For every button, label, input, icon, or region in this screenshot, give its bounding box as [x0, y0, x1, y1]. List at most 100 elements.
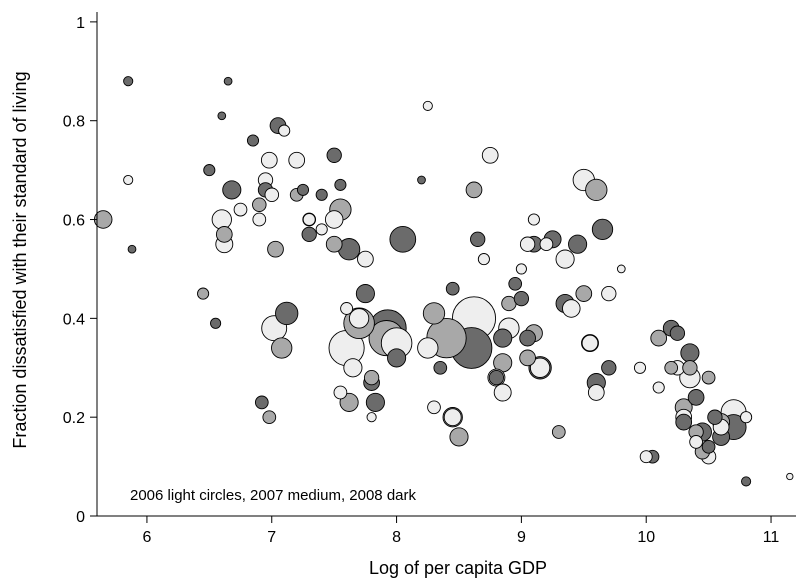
bubble-2008: [591, 218, 614, 241]
bubble-2006: [519, 236, 536, 252]
bubble-2006: [786, 472, 794, 481]
bubble-2006: [477, 253, 490, 266]
bubble-2007: [262, 410, 277, 425]
x-tick-label: 7: [267, 529, 276, 546]
bubble-2006: [427, 400, 441, 415]
bubble-2008: [701, 439, 716, 454]
bubble-2008: [433, 360, 448, 375]
bubble-2007: [551, 425, 566, 439]
bubble-2008: [687, 389, 705, 406]
bubble-2006: [252, 212, 267, 227]
bubble-2008: [513, 290, 530, 307]
bubble-2008: [470, 231, 486, 247]
y-tick-label: 0: [76, 509, 85, 526]
series-note: 2006 light circles, 2007 medium, 2008 da…: [130, 487, 416, 504]
bubble-2007: [267, 240, 284, 258]
x-tick-label: 11: [763, 529, 780, 546]
bubble-2008: [315, 188, 328, 201]
bubble-2007: [465, 181, 483, 199]
bubble-2007: [271, 337, 293, 359]
bubble-2006: [515, 263, 527, 275]
bubble-2007: [575, 285, 593, 302]
bubble-2006: [616, 264, 626, 274]
bubble-2008: [669, 325, 686, 341]
bubble-2007: [215, 226, 233, 243]
bubble-2006: [443, 408, 462, 427]
bubble-2008: [488, 369, 505, 386]
bubble-2008: [417, 175, 426, 185]
bubble-2006: [587, 384, 605, 401]
bubble-2008: [741, 476, 752, 487]
bubble-2006: [357, 250, 374, 268]
bubble-2008: [217, 111, 227, 121]
bubble-2006: [417, 337, 439, 359]
bubble-2007: [682, 360, 698, 376]
bubble-2007: [519, 349, 536, 367]
bubble-2007: [664, 360, 679, 375]
bubble-2008: [203, 164, 216, 177]
bubble-2006: [264, 187, 280, 203]
bubble-2008: [680, 343, 700, 363]
bubble-2006: [233, 202, 248, 217]
bubble-2006: [278, 124, 291, 137]
bubble-2006: [652, 381, 665, 394]
bubble-2007: [252, 197, 267, 212]
x-ticks: 6 7 8 9 10 11: [142, 516, 779, 546]
y-tick-label: 0.4: [63, 311, 85, 328]
bubble-2008: [246, 134, 260, 147]
bubbles-layer: [93, 76, 794, 487]
bubble-2008: [519, 329, 536, 347]
bubble-2006: [740, 411, 753, 424]
bubble-2008: [275, 301, 299, 326]
x-tick-label: 10: [637, 529, 655, 546]
bubble-2007: [422, 302, 446, 325]
x-axis-title: Log of per capita GDP: [369, 558, 547, 578]
bubble-2007: [585, 178, 608, 202]
bubble-2006: [581, 334, 599, 352]
bubble-2006: [315, 223, 328, 236]
bubble-2008: [493, 328, 513, 348]
bubble-2006: [302, 213, 316, 226]
bubble-2008: [508, 276, 523, 291]
y-tick-label: 0.2: [63, 410, 85, 427]
bubble-2008: [355, 284, 375, 304]
bubble-2006: [333, 385, 348, 400]
bubble-2008: [707, 409, 723, 425]
bubble-2006: [123, 174, 134, 186]
axes-layer: 0 0.2 0.4 0.6 0.8 1 6 7 8 9 10 11: [63, 12, 796, 546]
bubble-2006: [211, 209, 232, 230]
bubble-2006: [288, 151, 306, 169]
bubble-2006: [562, 299, 581, 318]
bubble-2008: [365, 392, 385, 412]
bubble-2006: [340, 302, 354, 315]
x-tick-label: 8: [392, 529, 401, 546]
bubble-2008: [123, 76, 134, 87]
bubble-2006: [343, 358, 363, 378]
bubble-2008: [387, 348, 407, 368]
bubble-2006: [366, 412, 377, 423]
bubble-2006: [527, 213, 540, 226]
bubble-2008: [326, 147, 342, 163]
bubble-2008: [445, 281, 460, 296]
bubble-2007: [197, 287, 210, 300]
bubble-2008: [301, 226, 317, 243]
bubble-2007: [650, 329, 668, 347]
bubble-2006: [324, 210, 344, 229]
y-ticks: 0 0.2 0.4 0.6 0.8 1: [63, 15, 97, 526]
bubble-2008: [296, 183, 310, 196]
bubble-2007: [363, 369, 380, 386]
bubble-2006: [555, 249, 575, 269]
bubble-2007: [701, 370, 716, 385]
bubble-2008: [389, 225, 417, 253]
bubble-2006: [633, 361, 647, 374]
bubble-2008: [254, 395, 269, 410]
bubble-2006: [493, 383, 512, 402]
bubble-2006: [348, 308, 370, 329]
bubble-2006: [422, 100, 433, 111]
bubble-2008: [568, 234, 588, 254]
bubble-2006: [601, 285, 617, 302]
bubble-2006: [639, 450, 653, 464]
x-tick-label: 9: [517, 529, 526, 546]
bubble-2006: [539, 237, 554, 252]
